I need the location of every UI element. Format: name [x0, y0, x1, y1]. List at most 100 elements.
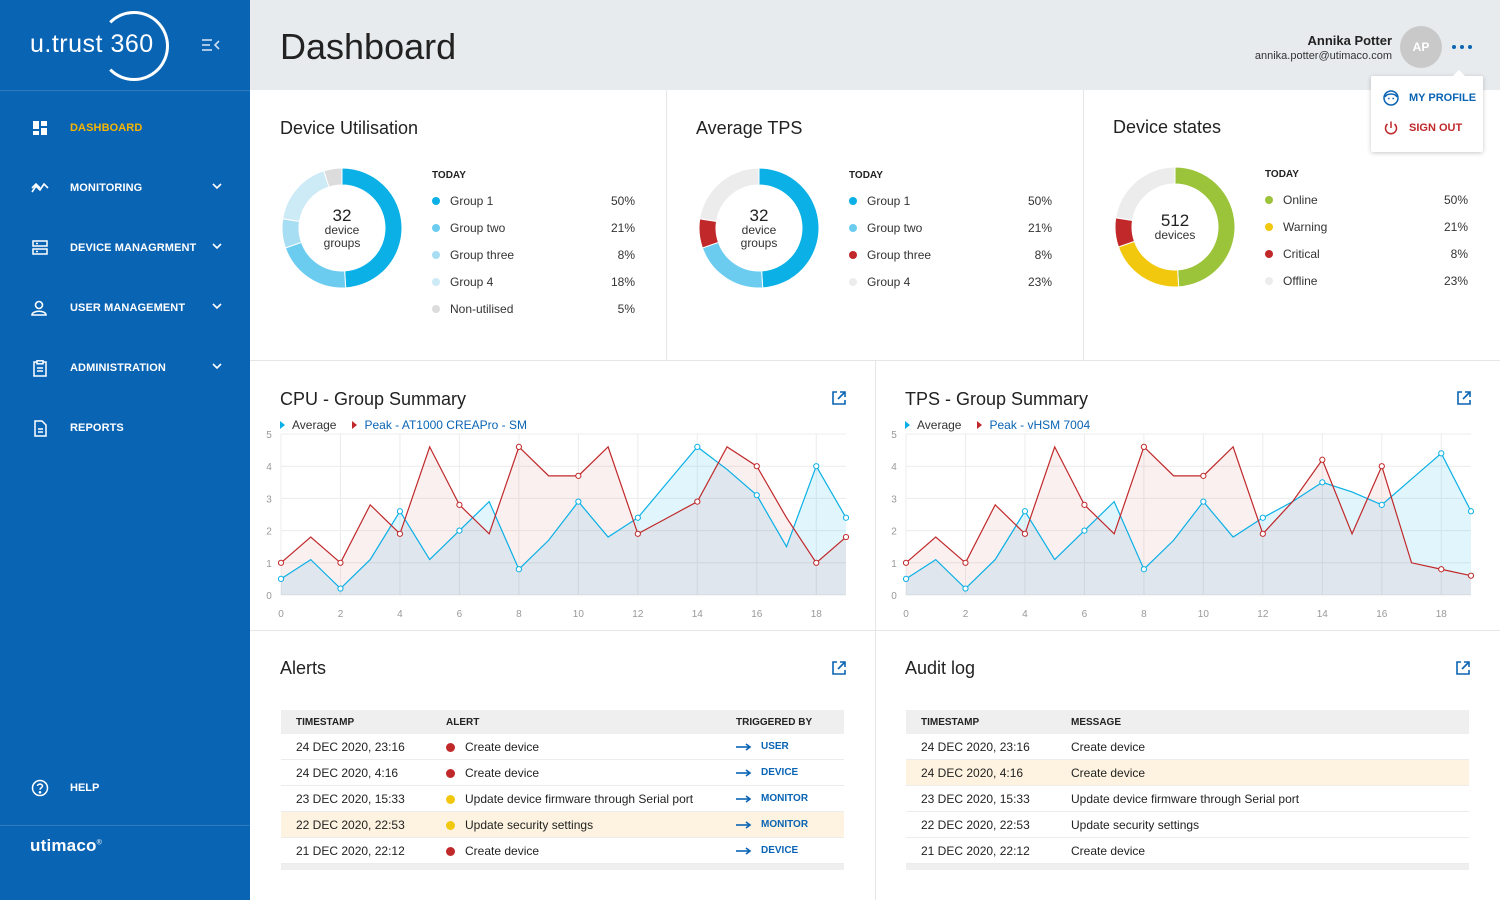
open-external-icon[interactable] — [831, 390, 847, 406]
data-point[interactable] — [456, 501, 463, 508]
triggered-by-link[interactable]: DEVICE — [736, 845, 798, 856]
sign-out-menu-item[interactable]: SIGN OUT — [1383, 118, 1462, 138]
legend-item[interactable]: Online 50% — [1265, 192, 1468, 208]
legend-item[interactable]: Warning 21% — [1265, 219, 1468, 235]
data-point[interactable] — [575, 472, 582, 479]
data-point[interactable] — [902, 575, 910, 582]
data-point[interactable] — [515, 566, 522, 573]
more-options-icon[interactable] — [1452, 38, 1472, 56]
triggered-by-link[interactable]: DEVICE — [736, 767, 798, 778]
data-point[interactable] — [753, 463, 760, 470]
data-point[interactable] — [1378, 463, 1385, 470]
data-point[interactable] — [1021, 508, 1029, 515]
open-external-icon[interactable] — [831, 660, 847, 676]
table-row[interactable]: 24 DEC 2020, 23:16 Create device — [906, 734, 1469, 760]
legend-item[interactable]: Group 4 23% — [849, 274, 1052, 290]
data-point[interactable] — [634, 530, 641, 537]
legend-item[interactable]: Group 1 50% — [849, 193, 1052, 209]
triggered-by-link[interactable]: MONITOR — [736, 793, 808, 804]
data-point[interactable] — [1259, 514, 1266, 521]
data-point[interactable] — [962, 585, 969, 592]
donut-slice[interactable] — [1115, 166, 1176, 221]
data-point[interactable] — [456, 527, 463, 534]
table-row[interactable]: 24 DEC 2020, 23:16 Create device USER — [281, 734, 844, 760]
data-point[interactable] — [813, 559, 820, 566]
data-point[interactable] — [1467, 572, 1475, 579]
data-point[interactable] — [753, 492, 760, 499]
collapse-sidebar-icon[interactable] — [200, 36, 222, 54]
table-row[interactable]: 22 DEC 2020, 22:53 Update security settin… — [906, 812, 1469, 838]
legend-label: Non-utilised — [450, 302, 514, 316]
data-point[interactable] — [575, 498, 582, 505]
legend-item[interactable]: Group three 8% — [432, 247, 635, 263]
sidebar-item-dashboard[interactable]: DASHBOARD — [0, 98, 250, 158]
chevron-down-icon[interactable] — [212, 361, 222, 371]
data-point[interactable] — [1140, 566, 1147, 573]
data-point[interactable] — [842, 514, 850, 521]
legend-item[interactable]: Group two 21% — [849, 220, 1052, 236]
chevron-down-icon[interactable] — [212, 181, 222, 191]
sidebar-item-help[interactable]: HELP — [0, 758, 250, 818]
data-point[interactable] — [1200, 498, 1207, 505]
x-tick-label: 0 — [903, 609, 909, 620]
data-point[interactable] — [337, 585, 344, 592]
data-point[interactable] — [1319, 479, 1326, 486]
legend-item[interactable]: Critical 8% — [1265, 246, 1468, 262]
data-point[interactable] — [1378, 501, 1385, 508]
data-point[interactable] — [277, 575, 285, 582]
sidebar-item-device-management[interactable]: DEVICE MANAGRMENT — [0, 218, 250, 278]
open-external-icon[interactable] — [1456, 390, 1472, 406]
data-point[interactable] — [842, 533, 850, 541]
data-point[interactable] — [396, 530, 404, 537]
donut-slice[interactable] — [699, 167, 760, 222]
sidebar-item-monitoring[interactable]: MONITORING — [0, 158, 250, 218]
legend-item[interactable]: Group 1 50% — [432, 193, 635, 209]
triggered-by-link[interactable]: MONITOR — [736, 819, 808, 830]
data-point[interactable] — [634, 514, 641, 521]
data-point[interactable] — [1319, 456, 1326, 463]
legend-item[interactable]: Offline 23% — [1265, 273, 1468, 289]
legend-item[interactable]: Group 4 18% — [432, 274, 635, 290]
data-point[interactable] — [277, 559, 285, 566]
data-point[interactable] — [694, 498, 701, 505]
avatar[interactable]: AP — [1400, 26, 1442, 68]
sidebar-item-user-management[interactable]: USER MANAGEMENT — [0, 278, 250, 338]
chevron-down-icon[interactable] — [212, 241, 222, 251]
table-row[interactable]: 24 DEC 2020, 4:16 Create device DEVICE — [281, 760, 844, 786]
app-logo[interactable]: u.trust 360 — [30, 10, 190, 82]
triggered-by-link[interactable]: USER — [736, 741, 789, 752]
data-point[interactable] — [962, 559, 969, 566]
my-profile-menu-item[interactable]: MY PROFILE — [1383, 88, 1476, 108]
data-point[interactable] — [1438, 566, 1445, 573]
donut-slice[interactable] — [323, 167, 343, 188]
data-point[interactable] — [1438, 450, 1445, 457]
data-point[interactable] — [1140, 443, 1147, 450]
data-point[interactable] — [1200, 472, 1207, 479]
data-point[interactable] — [337, 559, 344, 566]
chevron-down-icon[interactable] — [212, 301, 222, 311]
data-point[interactable] — [694, 443, 701, 450]
legend-item[interactable]: Non-utilised 5% — [432, 301, 635, 317]
table-row[interactable]: 21 DEC 2020, 22:12 Create device — [906, 838, 1469, 864]
x-tick-label: 12 — [1257, 609, 1269, 620]
table-row[interactable]: 24 DEC 2020, 4:16 Create device — [906, 760, 1469, 786]
open-external-icon[interactable] — [1455, 660, 1471, 676]
data-point[interactable] — [396, 508, 404, 515]
legend-item[interactable]: Group two 21% — [432, 220, 635, 236]
legend-item[interactable]: Group three 8% — [849, 247, 1052, 263]
data-point[interactable] — [813, 463, 820, 470]
table-row[interactable]: 21 DEC 2020, 22:12 Create device DEVICE — [281, 838, 844, 864]
table-row[interactable]: 22 DEC 2020, 22:53 Update security settin… — [281, 812, 844, 838]
table-row[interactable]: 23 DEC 2020, 15:33 Update device firmware… — [906, 786, 1469, 812]
table-row[interactable]: 23 DEC 2020, 15:33 Update device firmware… — [281, 786, 844, 812]
data-point[interactable] — [1021, 530, 1029, 537]
sidebar-item-reports[interactable]: REPORTS — [0, 398, 250, 458]
data-point[interactable] — [515, 443, 522, 450]
data-point[interactable] — [1467, 508, 1475, 515]
message-cell: Create device — [1071, 739, 1146, 754]
data-point[interactable] — [1081, 527, 1088, 534]
sidebar-item-administration[interactable]: ADMINISTRATION — [0, 338, 250, 398]
data-point[interactable] — [902, 559, 910, 566]
data-point[interactable] — [1259, 530, 1266, 537]
data-point[interactable] — [1081, 501, 1088, 508]
